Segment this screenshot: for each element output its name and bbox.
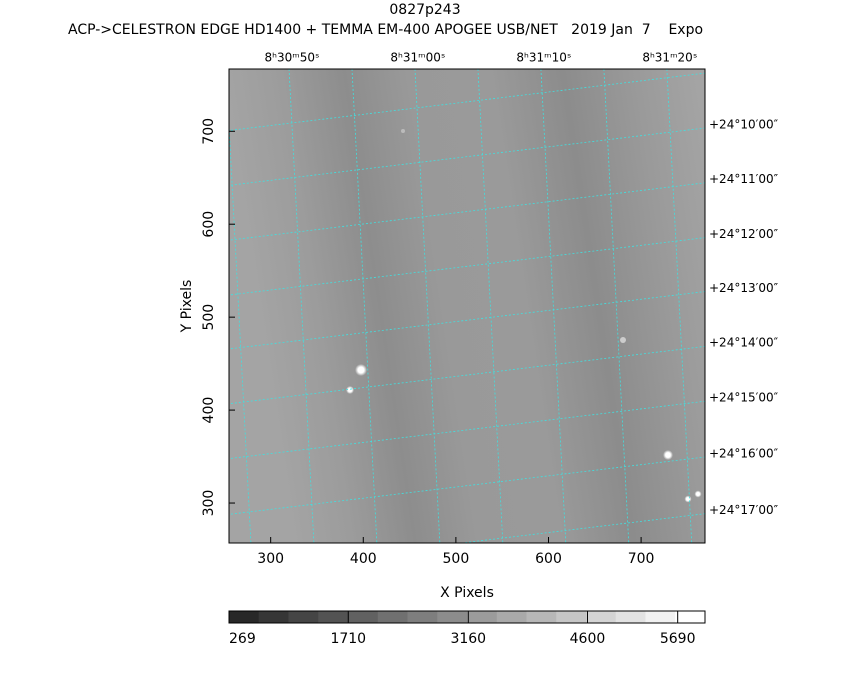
star (401, 129, 405, 133)
dec-grid-line (229, 127, 705, 186)
colorbar-step (467, 611, 498, 623)
colorbar-tick-label: 4600 (570, 631, 606, 647)
colorbar-step (496, 611, 527, 623)
dec-grid-line (229, 400, 705, 460)
ra-tick-label: 8ʰ31ᵐ00ˢ (390, 51, 445, 65)
star (355, 364, 367, 376)
dec-grid-line (229, 456, 705, 515)
colorbar-step (437, 611, 468, 623)
colorbar-tick-label: 5690 (660, 631, 696, 647)
y-tick-label: 400 (201, 397, 217, 424)
colorbar-tick-label: 3160 (450, 631, 486, 647)
ra-grid-line (229, 117, 252, 543)
ra-grid-line (351, 69, 378, 543)
image (99, 49, 705, 573)
dec-grid-line (229, 291, 705, 350)
x-tick-label: 600 (535, 551, 562, 567)
x-tick-label: 300 (257, 551, 284, 567)
ra-tick-label: 8ʰ30ᵐ50ˢ (264, 51, 319, 65)
star (620, 337, 626, 343)
colorbar-step (645, 611, 676, 623)
ra-tick-label: 8ʰ31ᵐ20ˢ (642, 51, 697, 65)
dec-tick-label: +24°13′00″ (709, 281, 779, 295)
ra-grid-line (288, 69, 315, 543)
ra-grid-line (99, 49, 127, 573)
dec-tick-label: +24°15′00″ (709, 391, 779, 405)
chart-subtitle: ACP->CELESTRON EDGE HD1400 + TEMMA EM-40… (68, 22, 703, 38)
y-axis-label: Y Pixels (179, 280, 195, 334)
x-tick-label: 500 (443, 551, 470, 567)
ra-grid-line (414, 69, 441, 543)
star (663, 450, 673, 460)
ra-grid-line (540, 69, 567, 543)
star (684, 495, 692, 503)
chart-title: 0827p243 (389, 2, 460, 18)
dec-tick-label: +24°10′00″ (709, 117, 779, 131)
colorbar-step (258, 611, 289, 623)
dec-tick-label: +24°12′00″ (709, 227, 779, 241)
dec-grid-line (229, 237, 705, 296)
colorbar-step (288, 611, 319, 623)
dec-tick-label: +24°14′00″ (709, 336, 779, 350)
dec-grid-line (229, 345, 705, 405)
colorbar-step (407, 611, 438, 623)
colorbar-step (586, 611, 617, 623)
colorbar-step (318, 611, 349, 623)
colorbar-tick-label: 1710 (330, 631, 366, 647)
colorbar-step (556, 611, 587, 623)
colorbar-step (615, 611, 646, 623)
y-tick-label: 500 (201, 304, 217, 331)
dec-tick-label: +24°11′00″ (709, 172, 779, 186)
dec-tick-label: +24°16′00″ (709, 446, 779, 460)
sky-image (229, 69, 705, 543)
y-tick-label: 300 (201, 490, 217, 517)
ra-grid-line (477, 69, 504, 543)
ra-grid-line (603, 69, 630, 543)
colorbar-step (675, 611, 706, 623)
x-axis-label: X Pixels (440, 585, 494, 601)
dec-grid-line (229, 72, 705, 131)
colorbar-tick-label: 269 (229, 631, 256, 647)
y-tick-label: 600 (201, 211, 217, 238)
x-tick-label: 400 (350, 551, 377, 567)
dec-tick-label: +24°17′00″ (709, 503, 779, 517)
star (694, 490, 702, 498)
ra-tick-label: 8ʰ31ᵐ10ˢ (516, 51, 571, 65)
y-tick-label: 700 (201, 118, 217, 145)
colorbar-step (348, 611, 379, 623)
colorbar-step (526, 611, 557, 623)
dec-grid-line (458, 513, 705, 543)
colorbar-step (377, 611, 408, 623)
dec-grid-line (229, 182, 705, 241)
ra-grid-line (666, 69, 693, 543)
colorbar-step (229, 611, 260, 623)
plot-frame (228, 68, 706, 544)
star (346, 386, 354, 394)
x-tick-label: 700 (628, 551, 655, 567)
